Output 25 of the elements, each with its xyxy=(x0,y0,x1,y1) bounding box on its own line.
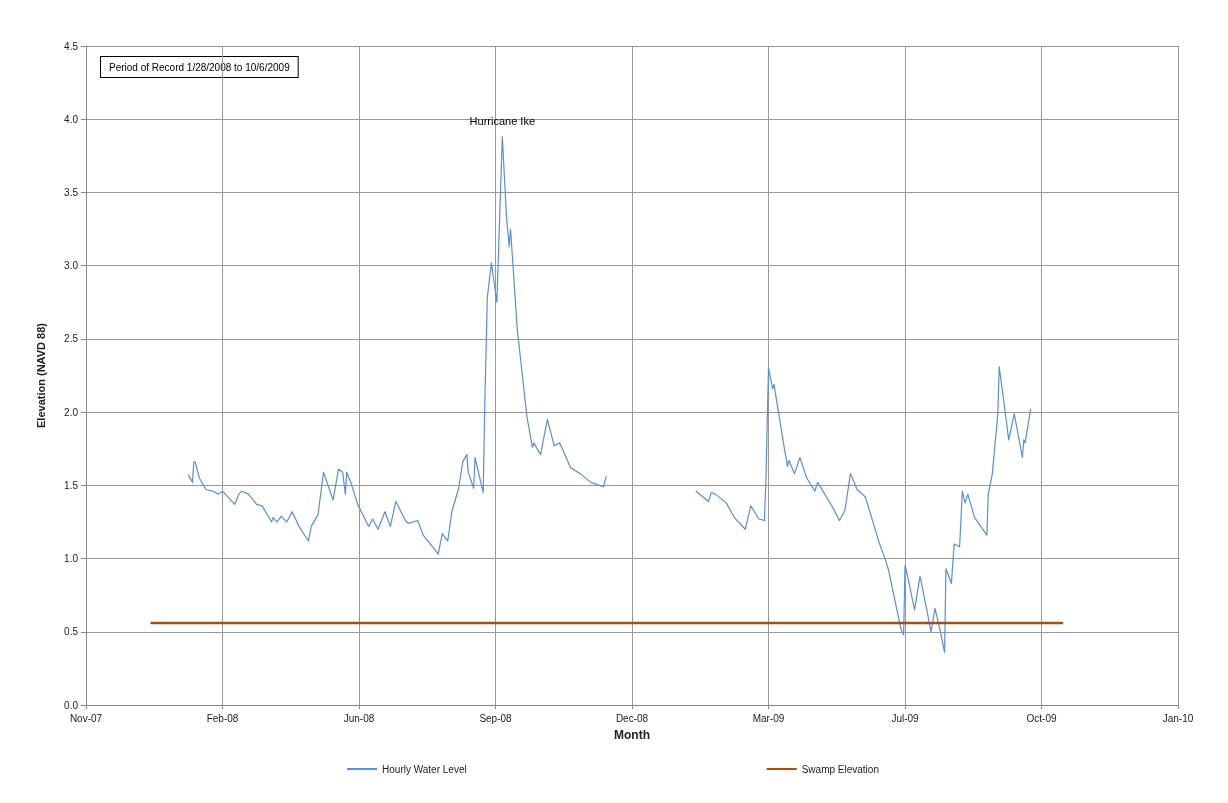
y-tick-label: 4.0 xyxy=(64,113,79,125)
annotation: Hurricane Ike xyxy=(469,115,536,128)
x-tick-label: Jun-08 xyxy=(343,712,375,724)
x-tick-label: Feb-08 xyxy=(206,712,239,724)
legend-label: Hourly Water Level xyxy=(382,763,467,775)
x-tick-label: Jul-09 xyxy=(891,712,920,724)
y-tick-label: 2.5 xyxy=(64,333,79,345)
y-tick-label: 1.5 xyxy=(64,479,79,491)
y-tick-label: 0.5 xyxy=(64,626,79,638)
y-tick-label: 3.0 xyxy=(64,260,79,272)
y-axis-title: Elevation (NAVD 88) xyxy=(34,322,47,428)
x-tick-label: Dec-08 xyxy=(615,712,649,724)
y-tick-label: 3.5 xyxy=(64,186,79,198)
x-axis-title: Month xyxy=(614,728,650,742)
y-tick-label: 2.0 xyxy=(64,406,79,418)
legend-label: Swamp Elevation xyxy=(801,763,879,775)
annotation: Period of Record 1/28/2008 to 10/6/2009 xyxy=(109,61,291,73)
y-tick-label: 1.0 xyxy=(64,553,79,565)
x-tick-label: Nov-07 xyxy=(69,712,103,724)
x-tick-label: Sep-08 xyxy=(479,712,513,724)
x-tick-label: Oct-09 xyxy=(1026,712,1057,724)
y-tick-label: 0.0 xyxy=(64,699,79,711)
y-tick-label: 4.5 xyxy=(64,40,79,52)
x-tick-label: Jan-10 xyxy=(1162,712,1194,724)
x-tick-label: Mar-09 xyxy=(752,712,785,724)
